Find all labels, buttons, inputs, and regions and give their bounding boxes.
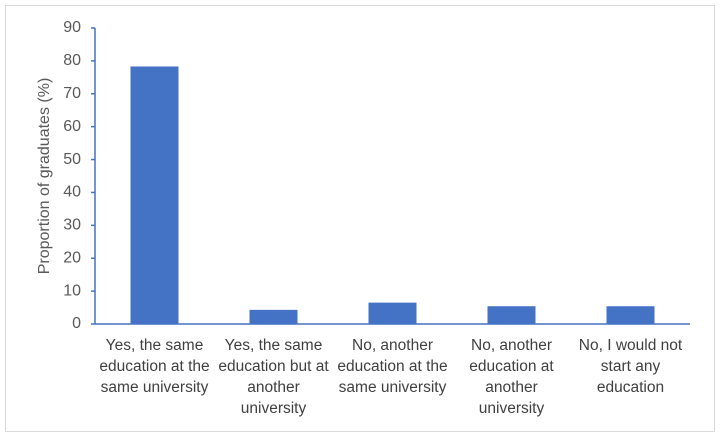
bar	[249, 309, 298, 324]
bar	[130, 66, 179, 324]
y-tick-label: 50	[63, 151, 81, 168]
y-tick-label: 90	[63, 19, 81, 36]
y-axis-label: Proportion of graduates (%)	[36, 78, 53, 275]
y-tick-label: 20	[63, 249, 81, 266]
bar	[606, 306, 655, 324]
y-tick-label: 40	[63, 184, 81, 201]
x-tick-label: Yes, the same education at the same univ…	[99, 337, 210, 396]
x-tick-label: No, another education at the same univer…	[337, 337, 448, 396]
chart-frame	[5, 5, 715, 432]
y-tick-label: 0	[72, 315, 81, 332]
x-tick-label: No, I would not start any education	[578, 337, 683, 396]
x-tick-label: Yes, the same education but at another u…	[218, 337, 329, 417]
x-tick-label: No, another education at another univers…	[469, 337, 554, 417]
y-tick-label: 80	[63, 52, 81, 69]
bar	[368, 302, 417, 324]
y-tick-label: 60	[63, 118, 81, 135]
y-tick-label: 10	[63, 282, 81, 299]
bar	[487, 306, 536, 324]
y-tick-label: 70	[63, 85, 81, 102]
y-tick-label: 30	[63, 217, 81, 234]
